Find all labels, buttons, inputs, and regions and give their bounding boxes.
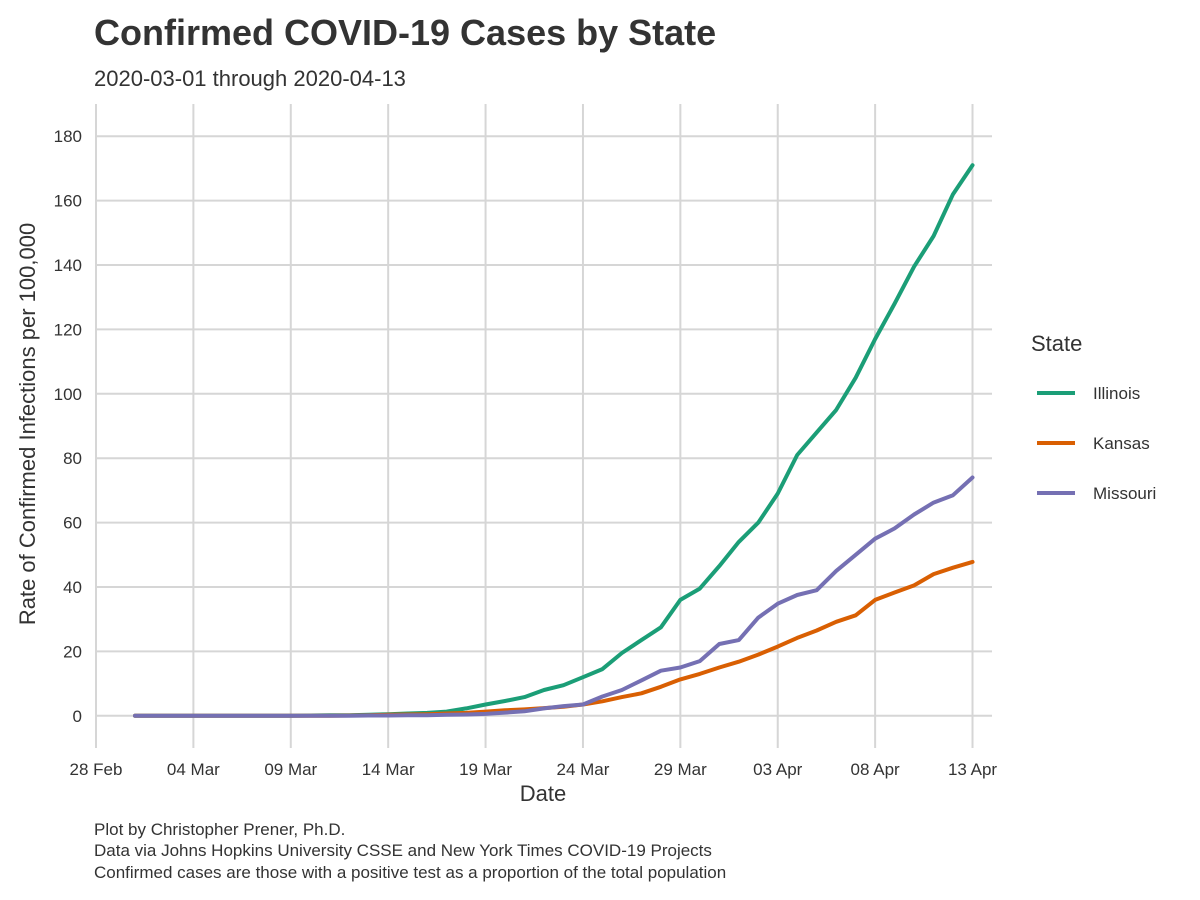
legend-label-illinois: Illinois <box>1093 384 1140 403</box>
caption-line-2: Data via Johns Hopkins University CSSE a… <box>94 841 712 860</box>
y-tick-label: 40 <box>63 578 82 597</box>
x-tick-label: 24 Mar <box>556 760 609 779</box>
x-tick-label: 09 Mar <box>264 760 317 779</box>
y-tick-label: 120 <box>54 320 82 339</box>
series-line-missouri <box>133 475 975 718</box>
x-tick-label: 28 Feb <box>70 760 123 779</box>
x-tick-label: 19 Mar <box>459 760 512 779</box>
y-tick-label: 80 <box>63 449 82 468</box>
x-tick-labels: 28 Feb 04 Mar 09 Mar 14 Mar 19 Mar 24 Mar 29 M… <box>70 760 998 779</box>
series-lines <box>133 163 975 718</box>
series-line-illinois <box>133 163 975 718</box>
y-tick-label: 100 <box>54 385 82 404</box>
x-tick-label: 08 Apr <box>851 760 900 779</box>
legend-label-missouri: Missouri <box>1093 484 1156 503</box>
x-tick-label: 04 Mar <box>167 760 220 779</box>
x-tick-label: 14 Mar <box>362 760 415 779</box>
y-tick-label: 20 <box>63 642 82 661</box>
y-axis-title: Rate of Confirmed Infections per 100,000 <box>15 223 40 625</box>
chart-title: Confirmed COVID-19 Cases by State <box>94 12 716 53</box>
x-tick-label: 13 Apr <box>948 760 997 779</box>
x-tick-label: 29 Mar <box>654 760 707 779</box>
legend-label-kansas: Kansas <box>1093 434 1150 453</box>
y-tick-label: 160 <box>54 192 82 211</box>
y-gridlines <box>96 135 992 717</box>
caption: Plot by Christopher Prener, Ph.D. Data v… <box>94 820 726 882</box>
legend-title: State <box>1031 331 1082 356</box>
chart-subtitle: 2020-03-01 through 2020-04-13 <box>94 66 406 91</box>
x-axis-title: Date <box>520 781 566 806</box>
y-tick-label: 0 <box>73 707 82 726</box>
y-tick-label: 180 <box>54 127 82 146</box>
x-tick-label: 03 Apr <box>753 760 802 779</box>
y-tick-label: 60 <box>63 514 82 533</box>
y-tick-label: 140 <box>54 256 82 275</box>
legend: State Illinois Kansas Missouri <box>1031 331 1156 503</box>
x-gridlines <box>95 104 974 748</box>
caption-line-3: Confirmed cases are those with a positiv… <box>94 863 726 882</box>
y-tick-labels: 0 20 40 60 80 100 120 140 160 180 <box>54 127 82 726</box>
series-line-kansas <box>133 559 975 718</box>
caption-line-1: Plot by Christopher Prener, Ph.D. <box>94 820 345 839</box>
